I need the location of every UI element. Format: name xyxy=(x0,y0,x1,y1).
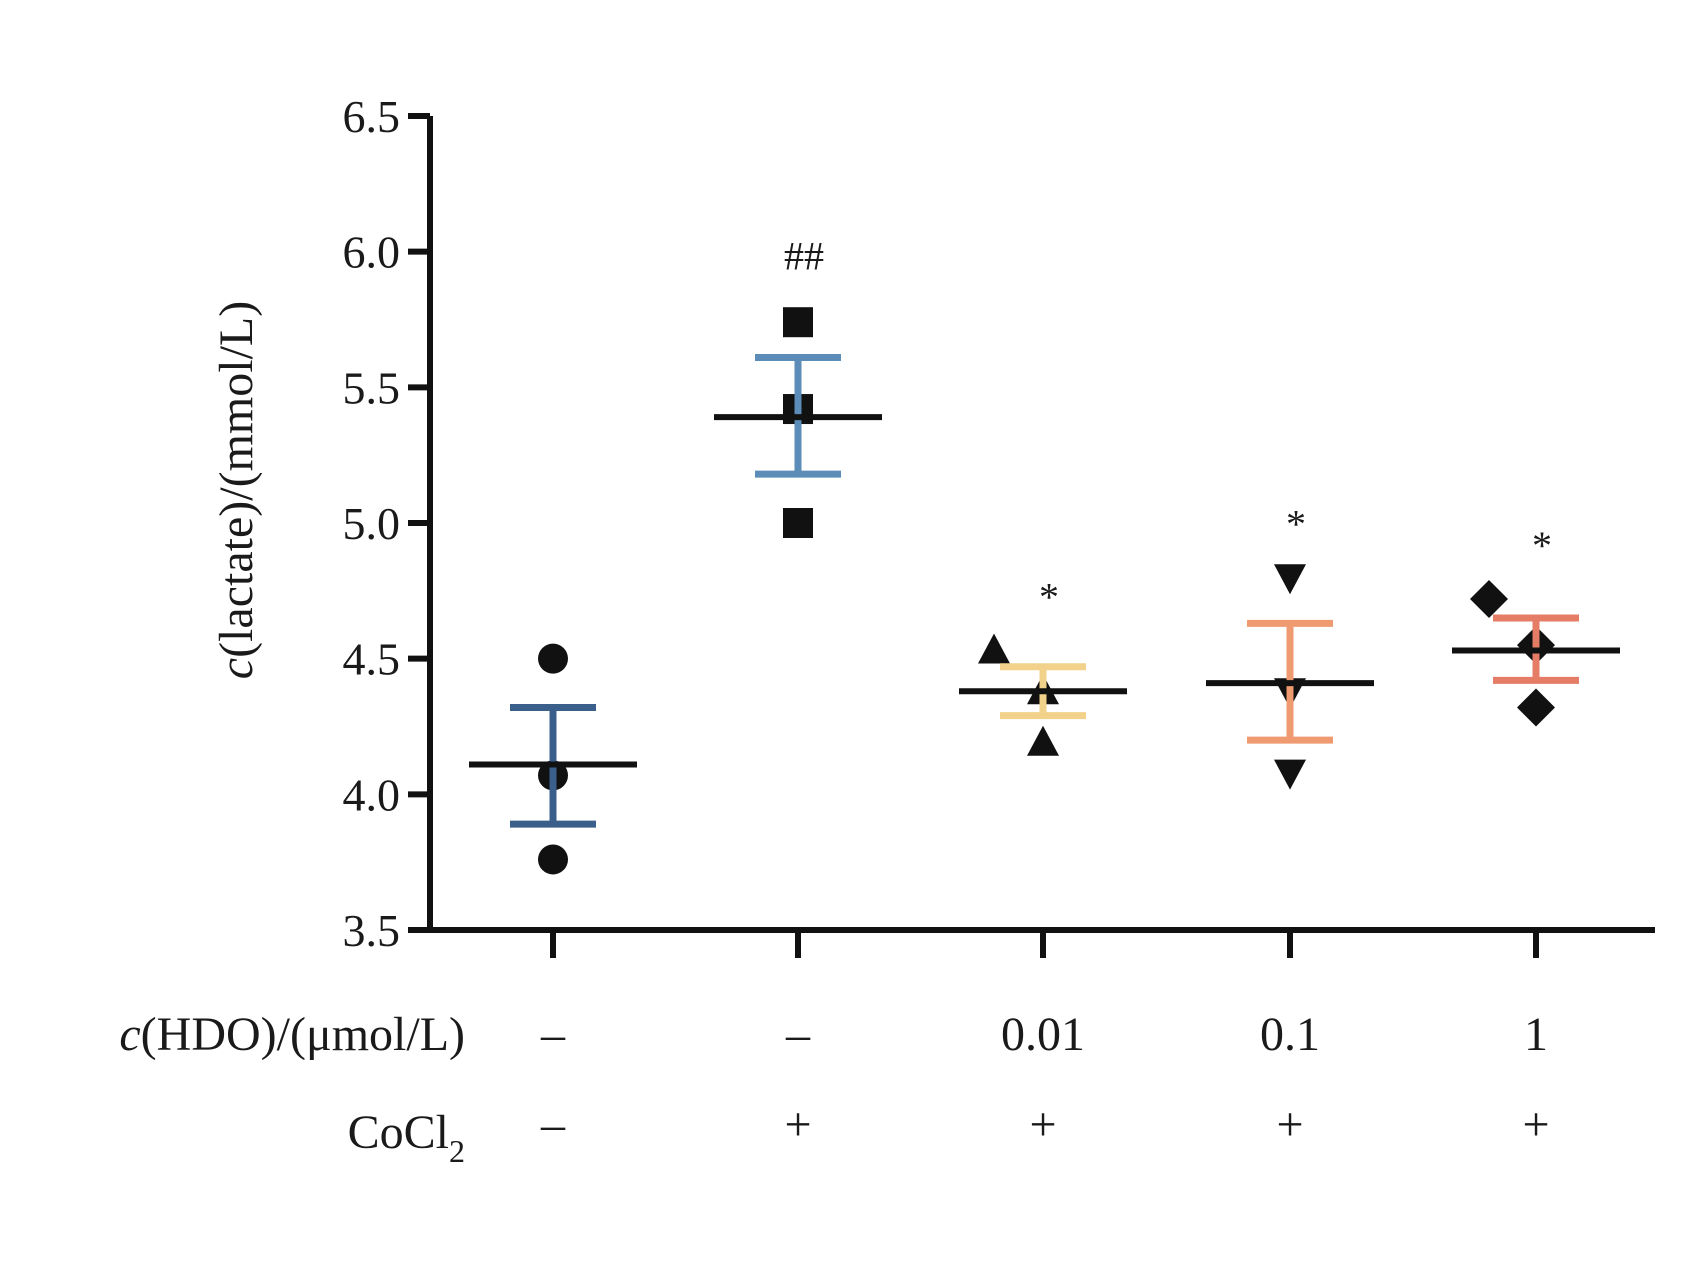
condition-value: – xyxy=(540,1008,566,1061)
y-axis-title: c(lactate)/(mmol/L) xyxy=(210,301,263,679)
group-3: * xyxy=(959,575,1127,756)
data-point xyxy=(1470,579,1508,618)
significance-marker: ## xyxy=(784,234,824,279)
data-point xyxy=(1274,564,1306,595)
y-tick-label: 4.5 xyxy=(343,634,401,685)
condition-value: 1 xyxy=(1524,1008,1548,1061)
y-tick-label: 6.5 xyxy=(343,91,401,142)
row-label-hdo: c(HDO)/(μmol/L) xyxy=(119,1008,465,1061)
condition-value: – xyxy=(540,1098,566,1151)
condition-row-labels: c(HDO)/(μmol/L) CoCl2 xyxy=(119,1008,465,1169)
data-point xyxy=(538,844,568,875)
condition-value: 0.01 xyxy=(1001,1008,1085,1061)
condition-value: + xyxy=(1522,1098,1549,1151)
row-label-hdo-rest: (HDO)/(μmol/L) xyxy=(141,1008,465,1061)
y-tick-label: 6.0 xyxy=(343,227,401,278)
data-point xyxy=(783,307,813,338)
significance-marker: * xyxy=(1532,523,1552,568)
y-axis-title-rest: (lactate)/(mmol/L) xyxy=(210,301,263,658)
group-5: * xyxy=(1452,523,1620,727)
group-2: ## xyxy=(714,234,882,538)
row-label-cocl2-sub: 2 xyxy=(449,1133,465,1169)
y-tick-label: 5.0 xyxy=(343,498,401,549)
y-tick-label: 4.0 xyxy=(343,769,401,820)
group-4: * xyxy=(1206,501,1374,790)
condition-value: + xyxy=(1276,1098,1303,1151)
data-point xyxy=(538,643,568,674)
row-label-cocl2-main: CoCl xyxy=(348,1106,449,1159)
significance-marker: * xyxy=(1286,501,1306,546)
y-axis-title-italic: c xyxy=(210,658,263,679)
significance-marker: * xyxy=(1039,575,1059,620)
condition-value: + xyxy=(1029,1098,1056,1151)
group-1 xyxy=(469,643,637,875)
data-point xyxy=(978,633,1010,664)
y-tick-label: 3.5 xyxy=(343,905,401,956)
row-label-hdo-italic: c xyxy=(119,1008,140,1061)
axes xyxy=(408,113,1655,958)
data-point xyxy=(1027,725,1059,756)
data-point xyxy=(783,508,813,538)
data-point xyxy=(1274,759,1306,790)
condition-value: – xyxy=(785,1008,811,1061)
data-groups: ## * * * xyxy=(469,234,1620,875)
condition-values: – – 0.01 0.1 1 – + + + + xyxy=(540,1008,1550,1151)
y-tick-labels: 3.5 4.0 4.5 5.0 5.5 6.0 6.5 xyxy=(343,91,401,956)
row-label-cocl2: CoCl2 xyxy=(348,1106,465,1169)
condition-value: 0.1 xyxy=(1260,1008,1320,1061)
data-point xyxy=(1517,688,1555,727)
y-tick-label: 5.5 xyxy=(343,362,401,413)
condition-value: + xyxy=(784,1098,811,1151)
